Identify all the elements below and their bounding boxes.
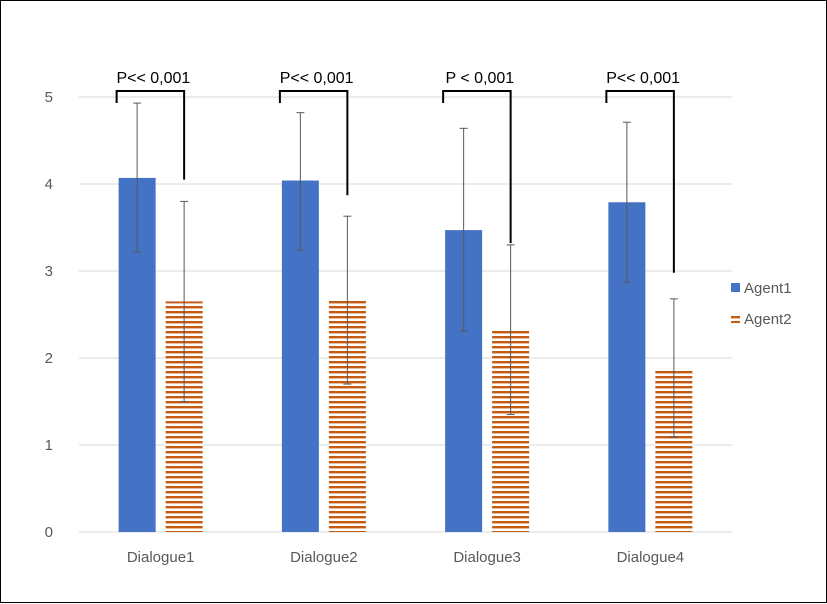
y-tick-label: 2 (45, 350, 53, 367)
x-category-label: Dialogue2 (290, 549, 358, 566)
x-category-label: Dialogue3 (453, 549, 521, 566)
p-value-label: P < 0,001 (446, 70, 515, 87)
significance-bracket (442, 90, 512, 244)
legend-label-agent2: Agent2 (744, 311, 792, 328)
p-value-label: P<< 0,001 (280, 70, 354, 87)
significance-bracket (605, 90, 675, 273)
legend-label-agent1: Agent1 (744, 280, 792, 297)
y-tick-label: 3 (45, 263, 53, 280)
y-tick-label: 4 (45, 176, 53, 193)
x-category-label: Dialogue1 (127, 549, 195, 566)
p-value-label: P<< 0,001 (116, 70, 190, 87)
y-tick-label: 1 (45, 437, 53, 454)
legend-swatch-agent1 (731, 283, 740, 292)
legend-swatch-agent2 (731, 314, 740, 323)
significance-bracket (115, 90, 186, 180)
x-category-label: Dialogue4 (617, 549, 685, 566)
p-value-label: P<< 0,001 (606, 70, 680, 87)
significance-bracket (278, 90, 349, 196)
y-tick-label: 5 (45, 89, 53, 106)
y-tick-label: 0 (45, 524, 53, 541)
